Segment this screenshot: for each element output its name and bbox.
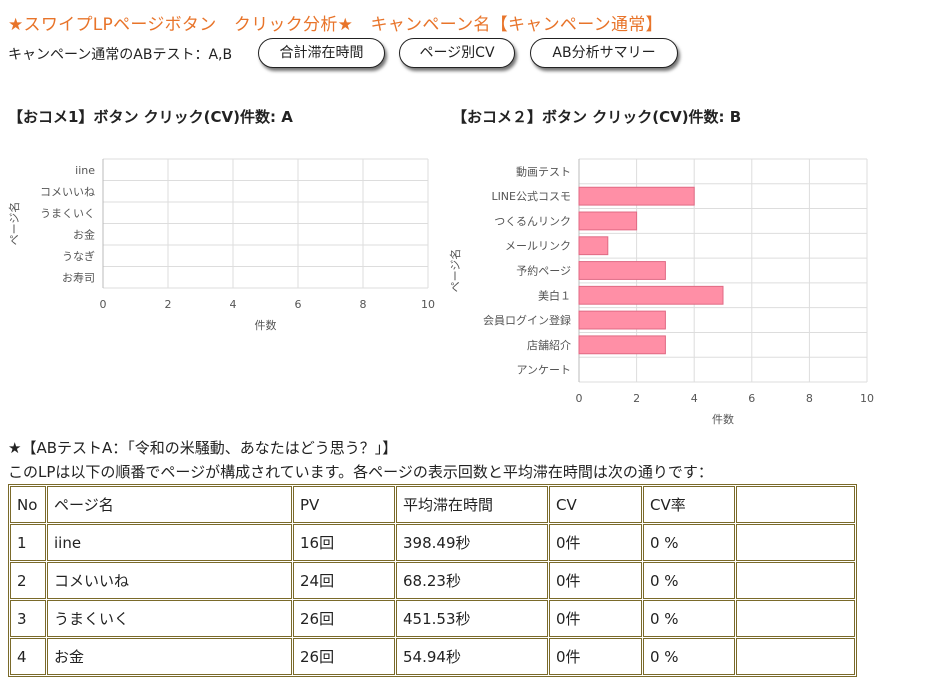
bar-1-6: [578, 310, 666, 330]
x-tick-label: 0: [576, 392, 583, 405]
page-stats-table: No ページ名 PV 平均滞在時間 CV CV率 1 iine 16回 398.…: [8, 484, 857, 677]
y-tick-label: メールリンク: [505, 240, 571, 253]
chart-a-title: 【おコメ1】ボタン クリック(CV)件数: A: [8, 108, 293, 126]
col-cv-rate-header: CV率: [643, 486, 735, 523]
y-tick-label: LINE公式コスモ: [491, 190, 571, 203]
cell-avg-dwell: 54.94秒: [396, 638, 548, 675]
y-tick-label: 店舗紹介: [527, 338, 571, 352]
cell-avg-dwell: 398.49秒: [396, 524, 548, 561]
y-tick-label: うまくいく: [40, 207, 95, 220]
col-no-header: No: [10, 486, 46, 523]
x-tick-label: 4: [691, 392, 698, 405]
cell-page-name: うまくいく: [47, 600, 292, 637]
y-tick-label: 動画テスト: [516, 164, 571, 178]
cell-cv-rate: 0 %: [643, 524, 735, 561]
y-tick-label: お寿司: [62, 270, 95, 284]
col-cv-header: CV: [549, 486, 642, 523]
col-pv-header: PV: [293, 486, 395, 523]
y-tick-label: 予約ページ: [516, 264, 571, 278]
cell-cv: 0件: [549, 638, 642, 675]
chart-b: 0 2 4 6 8 10 動画テスト LINE公式コスモつくるんリンクメールリンク予約ページ美…: [448, 158, 874, 426]
cell-cv-rate: 0 %: [643, 638, 735, 675]
cell-extra: [736, 562, 855, 599]
cell-extra: [736, 600, 855, 637]
x-tick-label: 0: [100, 298, 107, 311]
x-tick-label: 2: [165, 298, 172, 311]
cell-extra: [736, 638, 855, 675]
bar-1-1: [578, 186, 695, 206]
cell-pv: 16回: [293, 524, 395, 561]
col-page-name-header: ページ名: [47, 486, 292, 523]
cell-pv: 26回: [293, 600, 395, 637]
table-row: 2 コメいいね 24回 68.23秒 0件 0 %: [10, 562, 855, 599]
table-header-row: No ページ名 PV 平均滞在時間 CV CV率: [10, 486, 855, 523]
cell-pv: 26回: [293, 638, 395, 675]
cell-page-name: お金: [47, 638, 292, 675]
col-extra-header: [736, 486, 855, 523]
x-tick-label: 4: [230, 298, 237, 311]
cell-page-name: コメいいね: [47, 562, 292, 599]
y-tick-label: お金: [73, 227, 95, 241]
y-axis-title: ページ名: [448, 249, 462, 293]
y-tick-label: つくるんリンク: [494, 215, 571, 228]
cell-no: 3: [10, 600, 46, 637]
y-tick-label: うなぎ: [62, 249, 95, 263]
cell-avg-dwell: 68.23秒: [396, 562, 548, 599]
x-tick-label: 6: [295, 298, 302, 311]
cell-no: 1: [10, 524, 46, 561]
bar-1-2: [578, 211, 638, 231]
cell-no: 2: [10, 562, 46, 599]
cell-avg-dwell: 451.53秒: [396, 600, 548, 637]
cell-page-name: iine: [47, 524, 292, 561]
x-tick-label: 6: [748, 392, 755, 405]
x-tick-label: 10: [860, 392, 874, 405]
cv-by-page-button[interactable]: ページ別CV: [399, 38, 515, 68]
x-axis-title: 件数: [712, 413, 734, 426]
bar-1-3: [578, 236, 609, 256]
x-tick-label: 2: [633, 392, 640, 405]
cell-cv-rate: 0 %: [643, 600, 735, 637]
y-tick-label: 会員ログイン登録: [483, 313, 571, 327]
cell-cv: 0件: [549, 600, 642, 637]
cell-cv: 0件: [549, 562, 642, 599]
col-avg-dwell-header: 平均滞在時間: [396, 486, 548, 523]
ab-test-a-description: このLPは以下の順番でページが構成されています。各ページの表示回数と平均滞在時間…: [8, 463, 713, 481]
bar-1-7: [578, 335, 666, 355]
cell-cv-rate: 0 %: [643, 562, 735, 599]
x-axis-title: 件数: [255, 319, 277, 332]
bar-1-4: [578, 261, 666, 280]
cell-pv: 24回: [293, 562, 395, 599]
y-tick-label: コメいいね: [40, 185, 95, 198]
y-tick-label: iine: [75, 164, 95, 177]
table-row: 4 お金 26回 54.94秒 0件 0 %: [10, 638, 855, 675]
x-tick-label: 8: [360, 298, 367, 311]
y-axis-title: ページ名: [7, 202, 21, 246]
y-tick-label: アンケート: [516, 364, 571, 377]
table-row: 3 うまくいく 26回 451.53秒 0件 0 %: [10, 600, 855, 637]
x-tick-label: 10: [421, 298, 435, 311]
page-title: ★スワイプLPページボタン クリック分析★ キャンペーン名【キャンペーン通常】: [8, 15, 663, 35]
cell-extra: [736, 524, 855, 561]
cell-cv: 0件: [549, 524, 642, 561]
ab-test-a-heading: ★【ABテストA：｢令和の米騒動、あなたはどう思う？｣】: [8, 439, 398, 457]
y-tick-label: 美白１: [538, 288, 571, 302]
ab-summary-button[interactable]: AB分析サマリー: [530, 38, 678, 68]
chart-b-title: 【おコメ２】ボタン クリック(CV)件数: B: [452, 108, 742, 126]
total-dwell-time-button[interactable]: 合計滞在時間: [258, 38, 385, 68]
x-tick-label: 8: [806, 392, 813, 405]
campaign-ab-label: キャンペーン通常のABテスト：A,B: [8, 47, 233, 63]
table-row: 1 iine 16回 398.49秒 0件 0 %: [10, 524, 855, 561]
cell-no: 4: [10, 638, 46, 675]
bar-1-5: [578, 285, 724, 305]
